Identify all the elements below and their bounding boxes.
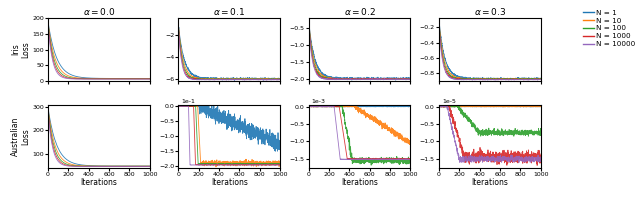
Y-axis label: Iris
Loss: Iris Loss (12, 41, 31, 58)
X-axis label: Iterations: Iterations (211, 178, 248, 187)
Title: $\alpha = 0.3$: $\alpha = 0.3$ (474, 6, 506, 17)
Title: $\alpha = 0.0$: $\alpha = 0.0$ (83, 6, 115, 17)
Text: 1e-3: 1e-3 (312, 99, 326, 104)
X-axis label: Iterations: Iterations (472, 178, 508, 187)
Text: 1e-5: 1e-5 (442, 99, 456, 104)
X-axis label: Iterations: Iterations (81, 178, 117, 187)
Title: $\alpha = 0.2$: $\alpha = 0.2$ (344, 6, 376, 17)
Legend: N = 1, N = 10, N = 100, N = 1000, N = 10000: N = 1, N = 10, N = 100, N = 1000, N = 10… (584, 10, 636, 47)
Y-axis label: Australian
Loss: Australian Loss (12, 117, 31, 156)
Text: 1e-1: 1e-1 (181, 99, 195, 104)
Title: $\alpha = 0.1$: $\alpha = 0.1$ (213, 6, 246, 17)
X-axis label: Iterations: Iterations (341, 178, 378, 187)
